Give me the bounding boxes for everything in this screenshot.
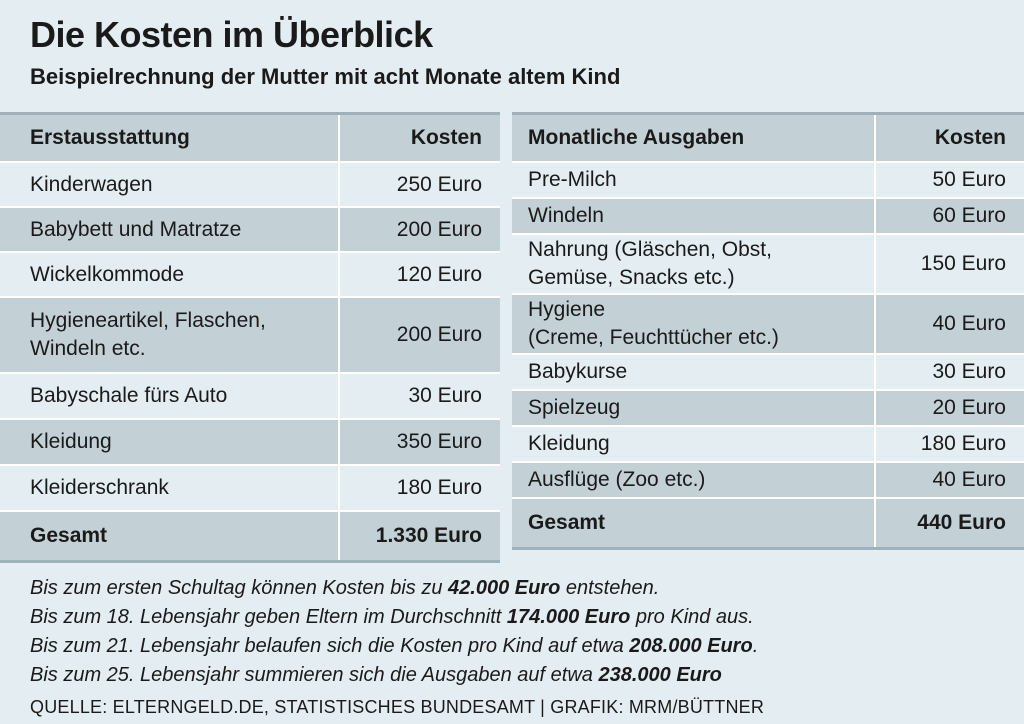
monatliche-ausgaben-table: Monatliche Ausgaben Kosten Pre-Milch 50 E…: [512, 112, 1024, 550]
item-cost: 200 Euro: [338, 206, 500, 252]
item-label: Kinderwagen: [0, 161, 339, 207]
item-cost: 180 Euro: [873, 425, 1024, 462]
table-row: Kleidung 180 Euro: [512, 425, 1024, 462]
total-row: Gesamt 440 Euro: [512, 497, 1024, 549]
total-value: 1.330 Euro: [338, 510, 500, 562]
column-header: Kosten: [338, 113, 500, 162]
note-text: .: [752, 635, 759, 657]
item-cost: 60 Euro: [873, 197, 1024, 234]
table-body: Pre-Milch 50 Euro Windeln 60 Euro Nahrung (G…: [512, 161, 1024, 498]
total-value: 440 Euro: [873, 497, 1024, 549]
total-label: Gesamt: [0, 510, 339, 562]
note-line: Bis zum 25. Lebensjahr summieren sich di…: [30, 661, 758, 690]
item-label: Hygiene (Creme, Feuchttücher etc.): [512, 293, 875, 354]
item-label: Kleiderschrank: [0, 464, 339, 511]
total-label: Gesamt: [512, 497, 875, 549]
table-row: Nahrung (Gläschen, Obst, Gemüse, Snacks …: [512, 233, 1024, 294]
page-subtitle: Beispielrechnung der Mutter mit acht Mon…: [30, 64, 621, 89]
item-cost: 150 Euro: [873, 233, 1024, 294]
item-cost: 350 Euro: [338, 418, 500, 465]
item-label: Pre-Milch: [512, 161, 875, 198]
item-cost: 40 Euro: [873, 461, 1024, 498]
table-row: Hygiene (Creme, Feuchttücher etc.) 40 Eur…: [512, 293, 1024, 354]
item-cost: 30 Euro: [338, 372, 500, 419]
column-header: Monatliche Ausgaben: [512, 113, 875, 162]
note-line: Bis zum 18. Lebensjahr geben Eltern im D…: [30, 603, 758, 632]
item-label: Windeln: [512, 197, 875, 234]
item-cost: 200 Euro: [338, 296, 500, 373]
erstausstattung-table: Erstausstattung Kosten Kinderwagen 250 Eu…: [0, 112, 500, 563]
table-row: Babybett und Matratze 200 Euro: [0, 206, 500, 252]
note-text: entstehen.: [560, 577, 660, 599]
item-cost: 40 Euro: [873, 293, 1024, 354]
item-cost: 250 Euro: [338, 161, 500, 207]
column-header: Kosten: [873, 113, 1024, 162]
table-row: Kleiderschrank 180 Euro: [0, 464, 500, 511]
item-label: Kleidung: [512, 425, 875, 462]
item-label: Babybett und Matratze: [0, 206, 339, 252]
note-amount: 174.000 Euro: [506, 606, 631, 628]
table-row: Babykurse 30 Euro: [512, 353, 1024, 390]
item-label: Nahrung (Gläschen, Obst, Gemüse, Snacks …: [512, 233, 875, 294]
table-row: Hygieneartikel, Flaschen, Windeln etc. 20…: [0, 296, 500, 373]
column-header: Erstausstattung: [0, 113, 339, 162]
note-amount: 208.000 Euro: [629, 635, 753, 657]
total-row: Gesamt 1.330 Euro: [0, 510, 500, 562]
table-body: Kinderwagen 250 Euro Babybett und Matratze…: [0, 161, 500, 511]
item-label: Ausflüge (Zoo etc.): [512, 461, 875, 498]
source-credit: QUELLE: ELTERNGELD.DE, STATISTISCHES BUN…: [30, 697, 765, 717]
item-cost: 30 Euro: [873, 353, 1024, 390]
item-cost: 50 Euro: [873, 161, 1024, 198]
note-text: Bis zum 18. Lebensjahr geben Eltern im D…: [30, 606, 507, 628]
item-cost: 120 Euro: [338, 251, 500, 297]
item-cost: 180 Euro: [338, 464, 500, 511]
item-cost: 20 Euro: [873, 389, 1024, 426]
note-text: Bis zum 21. Lebensjahr belaufen sich die…: [30, 635, 630, 657]
table-row: Wickelkommode 120 Euro: [0, 251, 500, 297]
note-text: Bis zum 25. Lebensjahr summieren sich di…: [30, 664, 599, 686]
item-label: Spielzeug: [512, 389, 875, 426]
item-label: Hygieneartikel, Flaschen, Windeln etc.: [0, 296, 339, 373]
note-amount: 238.000 Euro: [598, 664, 722, 686]
table-row: Windeln 60 Euro: [512, 197, 1024, 234]
table-row: Ausflüge (Zoo etc.) 40 Euro: [512, 461, 1024, 498]
note-line: Bis zum ersten Schultag können Kosten bi…: [30, 574, 758, 603]
table-row: Kleidung 350 Euro: [0, 418, 500, 465]
note-amount: 42.000 Euro: [448, 577, 561, 599]
item-label: Kleidung: [0, 418, 339, 465]
item-label: Wickelkommode: [0, 251, 339, 297]
table-row: Babyschale fürs Auto 30 Euro: [0, 372, 500, 419]
note-line: Bis zum 21. Lebensjahr belaufen sich die…: [30, 632, 758, 661]
note-text: Bis zum ersten Schultag können Kosten bi…: [30, 577, 449, 599]
page-title: Die Kosten im Überblick: [30, 14, 433, 55]
notes: Bis zum ersten Schultag können Kosten bi…: [30, 574, 758, 690]
note-text: pro Kind aus.: [630, 606, 754, 628]
table-row: Pre-Milch 50 Euro: [512, 161, 1024, 198]
item-label: Babykurse: [512, 353, 875, 390]
item-label: Babyschale fürs Auto: [0, 372, 339, 419]
table-row: Spielzeug 20 Euro: [512, 389, 1024, 426]
table-row: Kinderwagen 250 Euro: [0, 161, 500, 207]
